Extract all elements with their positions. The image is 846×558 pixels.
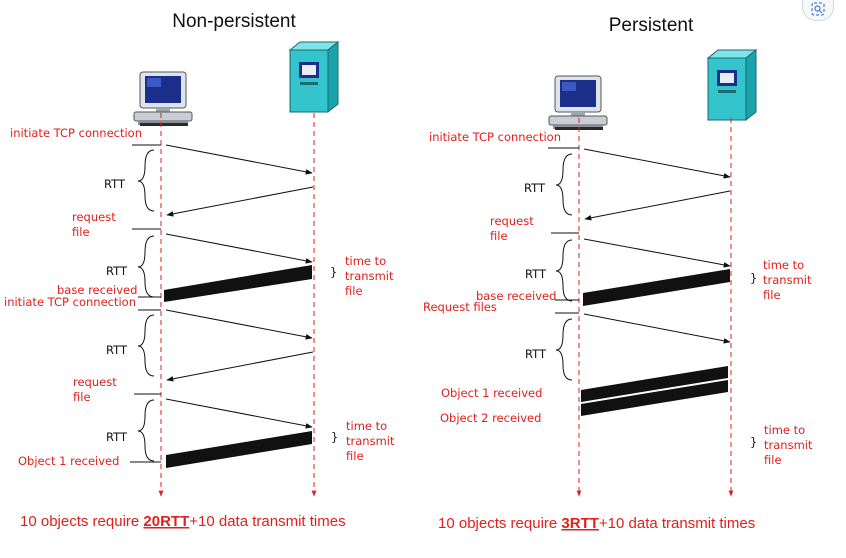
left-data-transfer-bar-1 (164, 265, 312, 302)
left-transmit-label-2b: transmit (346, 434, 395, 448)
client-computer-icon (133, 71, 193, 127)
right-rtt-label-3: RTT (525, 347, 547, 361)
right-rtt-brace-1 (555, 153, 573, 216)
left-syn-arrow (165, 144, 313, 175)
left-title: Non-persistent (172, 11, 296, 32)
image-search-icon (811, 2, 825, 16)
left-rtt-label-2: RTT (106, 264, 128, 278)
right-request-label-1b: file (490, 229, 508, 243)
right-transmit-brace-2: } (750, 435, 757, 449)
right-rtt-brace-3 (555, 318, 573, 381)
right-syn-arrow (583, 148, 731, 179)
left-rtt-label-3: RTT (106, 343, 128, 357)
server-tower-icon (289, 41, 339, 113)
left-object1-label: Object 1 received (18, 454, 119, 468)
left-request-label-1a: request (72, 210, 116, 224)
right-footer: 10 objects require 3RTT+10 data transmit… (438, 515, 755, 532)
right-base-received-label: base received (476, 289, 556, 303)
left-transmit-label-1c: file (345, 284, 363, 298)
right-footer-bold: 3RTT (561, 515, 599, 532)
right-transmit-label-1a: time to (763, 258, 804, 272)
left-synack-arrow-2 (166, 351, 314, 382)
left-request-arrow-1 (165, 233, 313, 264)
left-transmit-label-2c: file (346, 449, 364, 463)
left-footer-post: +10 data transmit times (189, 513, 345, 530)
right-rtt-label-2: RTT (525, 267, 547, 281)
left-footer-bold: 20RTT (143, 513, 189, 530)
left-transmit-label-1a: time to (345, 254, 386, 268)
left-transmit-label-1b: transmit (345, 269, 394, 283)
right-transmit-label-2a: time to (764, 423, 805, 437)
right-footer-pre: 10 objects require (438, 515, 561, 532)
right-object1-bar (581, 366, 728, 402)
left-initiate-label-2: initiate TCP connection (4, 295, 136, 309)
left-request-arrow-2 (165, 398, 313, 429)
right-title: Persistent (609, 15, 694, 36)
left-syn-arrow-2 (165, 309, 313, 340)
right-request-files-arrow (583, 313, 731, 344)
right-synack-arrow (584, 190, 731, 221)
left-request-label-1b: file (72, 225, 90, 239)
left-request-label-2b: file (73, 390, 91, 404)
right-transmit-label-2b: transmit (764, 438, 813, 452)
left-rtt-brace-1 (137, 149, 155, 212)
right-data-transfer-bar-1 (583, 269, 730, 306)
right-request-files-label: Request files (423, 300, 497, 314)
right-request-arrow (583, 238, 731, 268)
right-object1-label: Object 1 received (441, 386, 542, 400)
right-rtt-brace-2 (555, 239, 573, 302)
left-footer: 10 objects require 20RTT+10 data transmi… (20, 513, 346, 530)
right-transmit-label-1c: file (763, 288, 781, 302)
left-rtt-label-1: RTT (104, 177, 126, 191)
left-data-transfer-bar-2 (166, 431, 312, 468)
left-rtt-brace-4 (137, 399, 155, 462)
right-transmit-label-2c: file (764, 453, 782, 467)
right-object2-label: Object 2 received (440, 411, 541, 425)
right-footer-post: +10 data transmit times (599, 515, 755, 532)
left-rtt-label-4: RTT (106, 430, 128, 444)
left-transmit-label-2a: time to (346, 419, 387, 433)
right-initiate-label-1: initiate TCP connection (429, 130, 561, 144)
left-footer-pre: 10 objects require (20, 513, 143, 530)
image-search-button[interactable] (802, 0, 834, 21)
left-transmit-brace-1: } (330, 265, 337, 279)
right-object2-bar (581, 380, 728, 416)
left-initiate-label-1: initiate TCP connection (10, 126, 142, 140)
left-rtt-brace-3 (137, 314, 155, 377)
right-transmit-brace-1: } (750, 271, 757, 285)
left-rtt-brace-2 (137, 235, 155, 298)
server-tower-icon (707, 49, 757, 121)
right-request-label-1a: request (490, 214, 534, 228)
left-transmit-brace-2: } (331, 430, 338, 444)
right-rtt-label-1: RTT (524, 181, 546, 195)
client-computer-icon (548, 75, 608, 131)
right-transmit-label-1b: transmit (763, 273, 812, 287)
left-base-received-label: base received (57, 283, 137, 297)
left-request-label-2a: request (73, 375, 117, 389)
left-synack-arrow (166, 186, 314, 217)
